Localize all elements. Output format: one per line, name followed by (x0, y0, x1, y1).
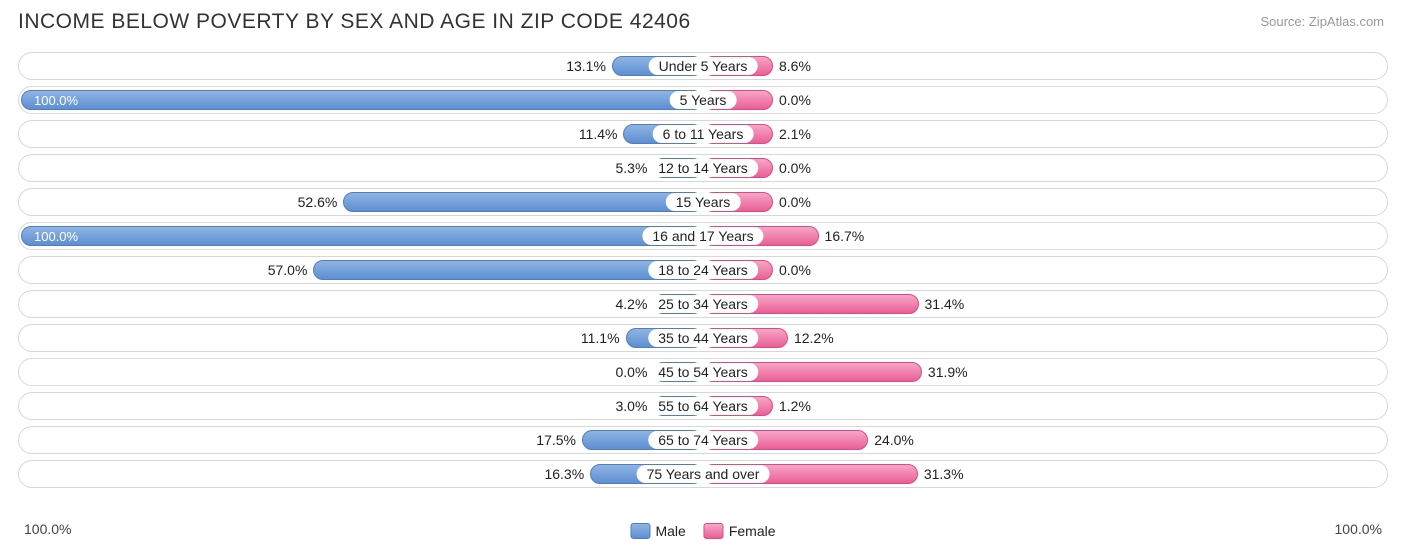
axis-left-label: 100.0% (24, 521, 71, 537)
male-bar (313, 260, 703, 280)
female-pct-label: 16.7% (825, 226, 865, 246)
male-pct-label: 57.0% (268, 260, 308, 280)
category-label: 55 to 64 Years (648, 397, 758, 415)
chart-row: 100.0% 16.7% 16 and 17 Years (18, 222, 1388, 250)
male-pct-label: 17.5% (536, 430, 576, 450)
male-bar: 100.0% (21, 226, 703, 246)
chart-row: 11.4% 2.1% 6 to 11 Years (18, 120, 1388, 148)
female-pct-label: 31.9% (928, 362, 968, 382)
male-bar (343, 192, 703, 212)
male-bar: 100.0% (21, 90, 703, 110)
female-pct-label: 2.1% (779, 124, 811, 144)
legend-female-label: Female (729, 523, 776, 539)
chart-row: 17.5% 24.0% 65 to 74 Years (18, 426, 1388, 454)
male-pct-label: 100.0% (26, 227, 86, 245)
female-pct-label: 31.4% (925, 294, 965, 314)
legend-male: Male (630, 523, 685, 539)
source-attribution: Source: ZipAtlas.com (1260, 14, 1384, 29)
chart-title: INCOME BELOW POVERTY BY SEX AND AGE IN Z… (18, 10, 691, 34)
female-pct-label: 12.2% (794, 328, 834, 348)
chart-row: 100.0% 0.0% 5 Years (18, 86, 1388, 114)
male-pct-label: 4.2% (615, 294, 647, 314)
female-pct-label: 1.2% (779, 396, 811, 416)
chart-container: INCOME BELOW POVERTY BY SEX AND AGE IN Z… (0, 0, 1406, 559)
category-label: 75 Years and over (637, 465, 770, 483)
chart-row: 3.0% 1.2% 55 to 64 Years (18, 392, 1388, 420)
male-swatch-icon (630, 523, 650, 539)
female-pct-label: 24.0% (874, 430, 914, 450)
chart-row: 11.1% 12.2% 35 to 44 Years (18, 324, 1388, 352)
category-label: 25 to 34 Years (648, 295, 758, 313)
category-label: 15 Years (666, 193, 741, 211)
chart-row: 0.0% 31.9% 45 to 54 Years (18, 358, 1388, 386)
legend-male-label: Male (655, 523, 685, 539)
category-label: 45 to 54 Years (648, 363, 758, 381)
male-pct-label: 13.1% (566, 56, 606, 76)
female-pct-label: 8.6% (779, 56, 811, 76)
female-swatch-icon (704, 523, 724, 539)
chart-row: 57.0% 0.0% 18 to 24 Years (18, 256, 1388, 284)
male-pct-label: 5.3% (615, 158, 647, 178)
category-label: 12 to 14 Years (648, 159, 758, 177)
chart-area: 13.1%8.6%Under 5 Years100.0%0.0%5 Years1… (18, 52, 1388, 515)
female-pct-label: 0.0% (779, 260, 811, 280)
female-pct-label: 0.0% (779, 192, 811, 212)
chart-row: 13.1% 8.6% Under 5 Years (18, 52, 1388, 80)
category-label: 5 Years (670, 91, 737, 109)
female-pct-label: 31.3% (924, 464, 964, 484)
legend: Male Female (630, 523, 775, 539)
chart-row: 4.2% 31.4% 25 to 34 Years (18, 290, 1388, 318)
axis-right-label: 100.0% (1335, 521, 1382, 537)
male-pct-label: 3.0% (615, 396, 647, 416)
male-pct-label: 100.0% (26, 91, 86, 109)
category-label: 35 to 44 Years (648, 329, 758, 347)
male-pct-label: 11.4% (579, 124, 618, 144)
male-pct-label: 16.3% (544, 464, 584, 484)
chart-row: 16.3% 31.3% 75 Years and over (18, 460, 1388, 488)
chart-row: 52.6% 0.0% 15 Years (18, 188, 1388, 216)
category-label: 18 to 24 Years (648, 261, 758, 279)
category-label: Under 5 Years (649, 57, 758, 75)
chart-row: 5.3% 0.0% 12 to 14 Years (18, 154, 1388, 182)
legend-female: Female (704, 523, 776, 539)
category-label: 65 to 74 Years (648, 431, 758, 449)
category-label: 6 to 11 Years (653, 125, 754, 143)
category-label: 16 and 17 Years (642, 227, 763, 245)
female-pct-label: 0.0% (779, 90, 811, 110)
male-pct-label: 0.0% (615, 362, 647, 382)
female-pct-label: 0.0% (779, 158, 811, 178)
male-pct-label: 11.1% (581, 328, 620, 348)
male-pct-label: 52.6% (298, 192, 338, 212)
